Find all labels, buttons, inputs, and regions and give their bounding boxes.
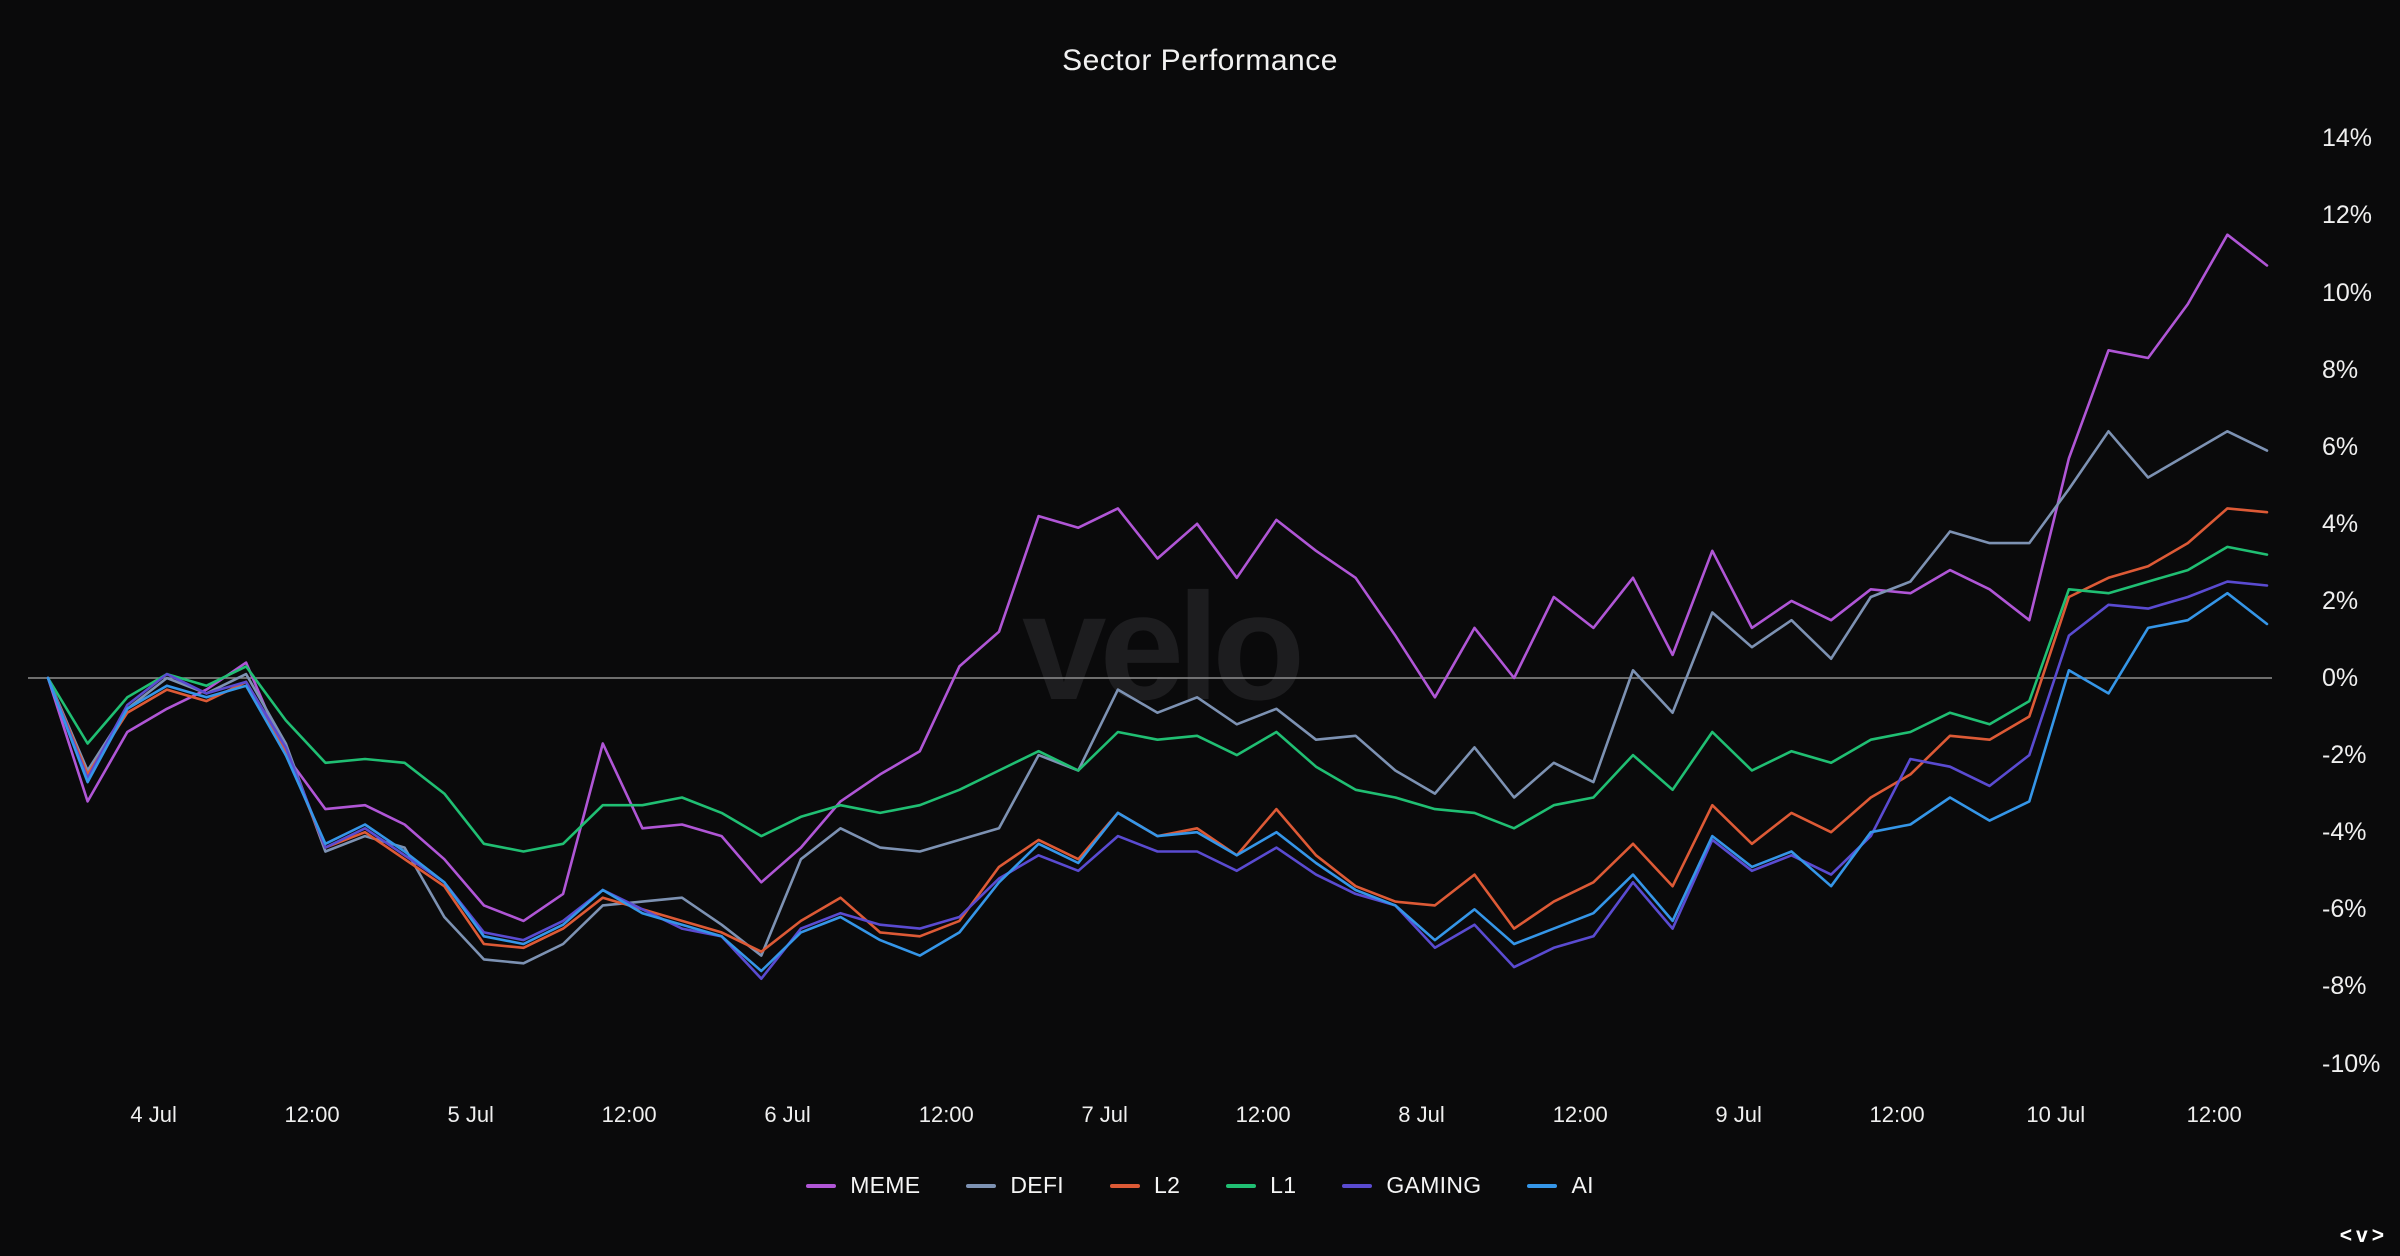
x-tick-label: 4 Jul (130, 1102, 177, 1127)
x-tick-label: 12:00 (918, 1102, 974, 1127)
legend-item-l2[interactable]: L2 (1109, 1172, 1181, 1199)
legend-swatch-icon (1527, 1183, 1558, 1188)
legend-item-l1[interactable]: L1 (1226, 1172, 1296, 1199)
series-line-defi (46, 429, 2269, 965)
y-tick-label: 6% (2322, 432, 2359, 461)
y-tick-label: 10% (2322, 278, 2373, 307)
legend-label: L1 (1270, 1172, 1297, 1198)
x-tick-label: 5 Jul (447, 1102, 494, 1127)
legend-item-meme[interactable]: MEME (806, 1172, 920, 1199)
y-tick-label: 8% (2322, 355, 2359, 384)
legend-label: L2 (1153, 1172, 1181, 1198)
y-tick-label: -8% (2322, 972, 2367, 1001)
legend-label: AI (1571, 1172, 1594, 1198)
legend-swatch-icon (1342, 1183, 1373, 1188)
legend: MEME DEFI L2 L1 GAMING AI (0, 1172, 2400, 1199)
legend-item-gaming[interactable]: GAMING (1342, 1172, 1481, 1199)
y-tick-label: -2% (2322, 741, 2367, 770)
legend-label: MEME (850, 1172, 921, 1198)
y-tick-label: -4% (2322, 818, 2367, 847)
y-tick-label: -10% (2322, 1049, 2381, 1078)
x-tick-label: 8 Jul (1398, 1102, 1445, 1127)
y-tick-label: 14% (2322, 124, 2373, 153)
y-tick-label: 0% (2322, 664, 2359, 692)
x-tick-label: 12:00 (601, 1102, 657, 1127)
legend-swatch-icon (806, 1183, 837, 1188)
legend-swatch-icon (1109, 1183, 1140, 1188)
legend-swatch-icon (966, 1183, 997, 1188)
legend-swatch-icon (1226, 1183, 1257, 1188)
y-tick-label: 2% (2322, 586, 2359, 615)
y-tick-label: -6% (2322, 895, 2367, 924)
y-tick-label: 4% (2322, 509, 2359, 538)
series-line-gaming (46, 580, 2269, 981)
legend-item-defi[interactable]: DEFI (966, 1172, 1064, 1199)
velo-logo-mark: <v> (2339, 1224, 2388, 1247)
series-line-l1 (46, 545, 2269, 853)
x-tick-label: 12:00 (1552, 1102, 1608, 1127)
x-tick-label: 12:00 (284, 1102, 340, 1127)
x-tick-label: 12:00 (1869, 1102, 1925, 1127)
x-tick-label: 10 Jul (2026, 1102, 2086, 1127)
y-tick-label: 12% (2322, 201, 2373, 230)
x-tick-label: 9 Jul (1715, 1102, 1762, 1127)
chart-title: Sector Performance (1062, 44, 1338, 77)
series-line-ai (46, 591, 2269, 973)
legend-label: DEFI (1010, 1172, 1064, 1198)
legend-item-ai[interactable]: AI (1527, 1172, 1593, 1199)
series-line-meme (46, 233, 2269, 923)
legend-label: GAMING (1386, 1172, 1482, 1198)
x-tick-label: 6 Jul (764, 1102, 811, 1127)
x-tick-label: 12:00 (1235, 1102, 1291, 1127)
velo-watermark: velo (1022, 562, 1305, 732)
x-tick-label: 7 Jul (1081, 1102, 1128, 1127)
x-tick-label: 12:00 (2186, 1102, 2242, 1127)
series-line-l2 (46, 507, 2269, 954)
